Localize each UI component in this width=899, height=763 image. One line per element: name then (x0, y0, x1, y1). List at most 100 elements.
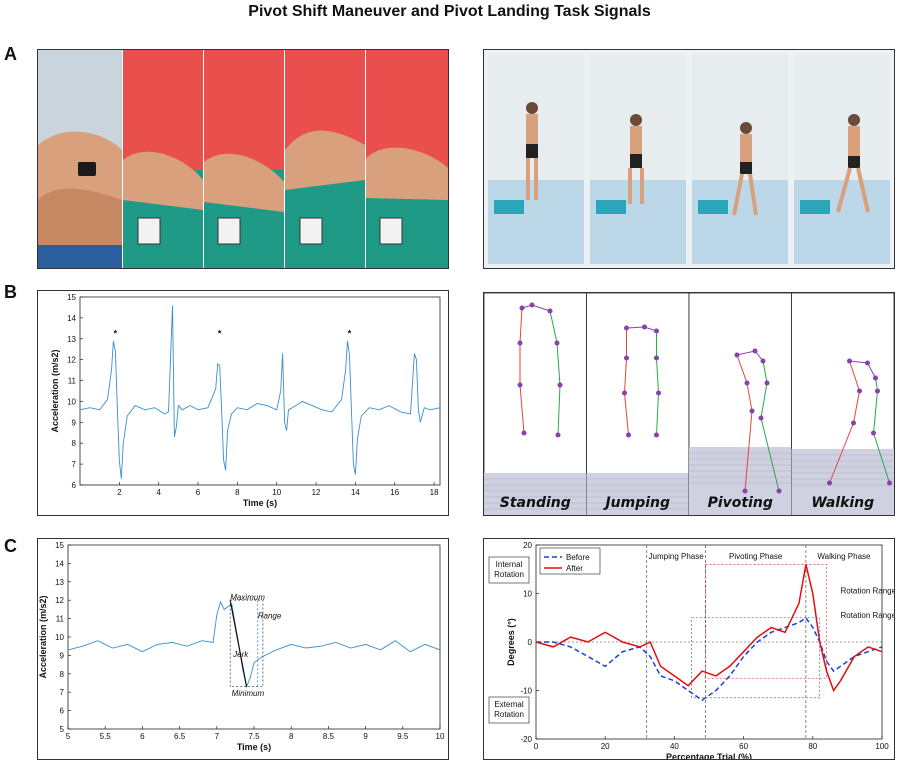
y-tick-label: 7 (60, 688, 65, 697)
skeleton-label: Walking (811, 495, 874, 511)
rotation-range-before: Rotation Range: 16° (840, 611, 894, 620)
right-limb-line (549, 310, 561, 436)
gait-frame (488, 54, 584, 264)
skeleton-panel-standing: Standing (484, 293, 587, 515)
legend-label: Before (566, 553, 590, 562)
joint-marker (517, 382, 523, 388)
annotation-label: Maximum (230, 593, 265, 602)
rotation-range-after: Rotation Range: 24° (840, 587, 894, 596)
joint-marker (521, 430, 527, 436)
x-tick-label: 20 (601, 742, 610, 751)
legend-box (539, 547, 601, 575)
acceleration-series-line (67, 600, 441, 689)
y-tick-label: -20 (520, 735, 532, 744)
peak-asterisk: * (348, 329, 352, 339)
skeleton-svg: Standing Jumping Pivoting Walking (484, 293, 894, 515)
plot-area (67, 544, 441, 730)
annotation-label: Jerk (232, 650, 249, 659)
left-limb-line (623, 328, 629, 436)
chart-c1-svg: 5 5.5 6 6.5 7 7.5 8 8.5 9 9.5 10 5 6 7 8 9 10 11 12 13 14 15 T… (38, 541, 445, 752)
joint-marker (529, 302, 535, 308)
y-tick-label: 11 (56, 615, 65, 624)
y-tick-label: 12 (55, 596, 64, 605)
gait-frame (794, 54, 890, 264)
skeleton-label: Standing (500, 495, 571, 511)
y-tick-label: 10 (55, 633, 64, 642)
x-tick-label: 60 (739, 742, 748, 751)
exam-frame (366, 50, 448, 268)
y-tick-label: 5 (60, 725, 65, 734)
phase-label: Walking Phase (817, 552, 871, 561)
x-axis-label: Time (s) (243, 498, 277, 508)
joint-marker (764, 380, 770, 386)
gait-lab-photo-strip (483, 49, 895, 269)
x-tick-label: 6 (196, 488, 201, 497)
skeleton-label: Jumping (602, 495, 670, 511)
skeleton-panel-pivoting: Pivoting (688, 293, 792, 515)
y-tick-label: 12 (67, 356, 76, 365)
panel-letter-b: B (4, 282, 17, 302)
right-limb-line (656, 331, 660, 436)
after-range-box (705, 564, 827, 679)
joint-marker (873, 375, 878, 381)
joint-marker (624, 325, 629, 331)
skeleton-panel-walking: Walking (791, 293, 894, 515)
joint-marker (871, 430, 876, 436)
phase-label: Jumping Phase (649, 552, 705, 561)
exam-frame (285, 50, 365, 268)
external-rotation-box (488, 696, 530, 724)
legend-label: After (566, 564, 583, 573)
joint-marker (857, 388, 862, 394)
x-tick-label: 7 (215, 732, 220, 741)
y-tick-label: 13 (55, 578, 64, 587)
y-axis-label: Degrees (°) (506, 618, 516, 666)
gait-frame (590, 54, 686, 264)
joint-marker (887, 480, 892, 486)
x-tick-label: 40 (670, 742, 679, 751)
x-tick-label: 18 (430, 488, 439, 497)
annotation-label: Minimum (232, 689, 265, 698)
joint-marker (760, 358, 766, 364)
acceleration-series-line (79, 305, 441, 479)
x-tick-label: 100 (875, 742, 889, 751)
x-tick-label: 7.5 (248, 732, 260, 741)
clinical-exam-photo-strip-icon (38, 50, 448, 268)
chart-b-svg: 2 4 6 8 10 12 14 16 18 6 7 8 9 10 11 12 13 14 15 Time (s) Ac… (50, 293, 441, 508)
joint-marker (847, 358, 852, 364)
y-tick-label: 13 (67, 335, 76, 344)
annotation-label: Range (258, 612, 282, 621)
joint-marker (827, 480, 832, 486)
chart-c-rotation: 0 20 40 60 80 100 -20 -10 0 10 20 Percentage Trial … (483, 538, 895, 760)
skeleton-panels: Standing Jumping Pivoting Walking (483, 292, 895, 516)
x-tick-label: 14 (351, 488, 360, 497)
y-tick-label: 8 (60, 670, 65, 679)
x-tick-label: 5 (66, 732, 71, 741)
joint-marker (555, 432, 561, 438)
joint-marker (654, 432, 659, 438)
y-tick-label: 8 (72, 439, 77, 448)
chart-b-acceleration: 2 4 6 8 10 12 14 16 18 6 7 8 9 10 11 12 13 14 15 Time (s) Ac… (37, 290, 449, 516)
joint-marker (865, 360, 870, 366)
x-tick-label: 10 (436, 732, 445, 741)
peak-asterisk: * (114, 329, 118, 339)
joint-marker (517, 340, 523, 346)
joint-marker (742, 488, 748, 494)
x-tick-label: 9 (363, 732, 368, 741)
gait-lab-photo-strip-icon (484, 50, 894, 268)
x-tick-label: 12 (312, 488, 321, 497)
joint-marker (752, 348, 758, 354)
joint-marker (519, 305, 525, 311)
internal-rotation-label: Internal (496, 560, 523, 569)
x-tick-label: 8 (235, 488, 240, 497)
chart-c-acceleration: 5 5.5 6 6.5 7 7.5 8 8.5 9 9.5 10 5 6 7 8 9 10 11 12 13 14 15 T… (37, 538, 449, 760)
gait-frame (692, 54, 788, 264)
clinical-exam-photo-strip (37, 49, 449, 269)
x-tick-label: 6.5 (174, 732, 186, 741)
y-tick-label: 6 (72, 481, 77, 490)
floor-plane (484, 473, 587, 515)
joint-marker (654, 328, 659, 334)
floor-plane (586, 473, 689, 515)
panel-letter-c: C (4, 536, 17, 556)
exam-frame (204, 50, 284, 268)
series-line-before (536, 616, 883, 702)
